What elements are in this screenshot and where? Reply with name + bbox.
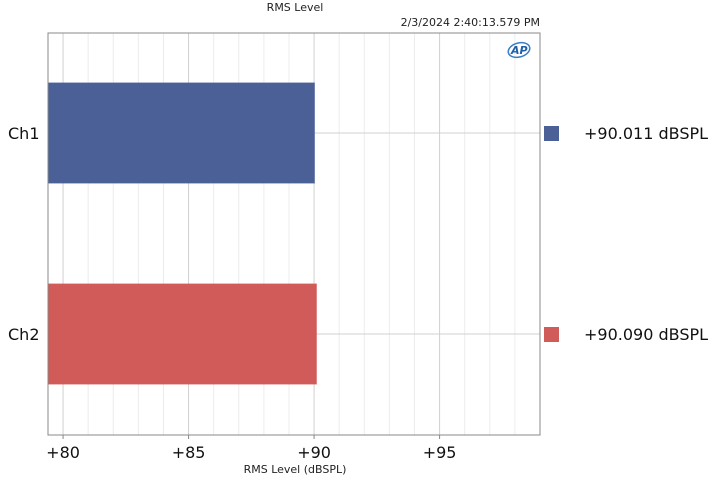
plot-frame [47, 32, 541, 436]
legend-swatch-ch1 [544, 126, 559, 141]
x-tick-label: +95 [423, 443, 457, 462]
category-label-ch1: Ch1 [8, 124, 40, 143]
ap-logo-icon: AP [507, 41, 531, 59]
y-axis-categories: Ch1 Ch2 [8, 124, 40, 344]
bar-ch2 [47, 283, 317, 385]
legend: +90.011 dBSPL +90.090 dBSPL [544, 124, 708, 344]
x-axis-ticks: +80 +85 +90 +95 [46, 435, 456, 462]
x-tick-label: +80 [46, 443, 80, 462]
timestamp: 2/3/2024 2:40:13.579 PM [400, 16, 540, 29]
legend-swatch-ch2 [544, 327, 559, 342]
x-tick-label: +90 [297, 443, 331, 462]
value-label-ch2: +90.090 dBSPL [584, 325, 708, 344]
x-axis-label: RMS Level (dBSPL) [243, 463, 347, 476]
x-tick-label: +85 [172, 443, 206, 462]
chart-title: RMS Level [266, 1, 324, 14]
bar-ch1 [47, 82, 315, 184]
bars [47, 82, 317, 385]
value-label-ch1: +90.011 dBSPL [584, 124, 708, 143]
category-label-ch2: Ch2 [8, 325, 40, 344]
ap-logo-text: AP [510, 44, 528, 57]
